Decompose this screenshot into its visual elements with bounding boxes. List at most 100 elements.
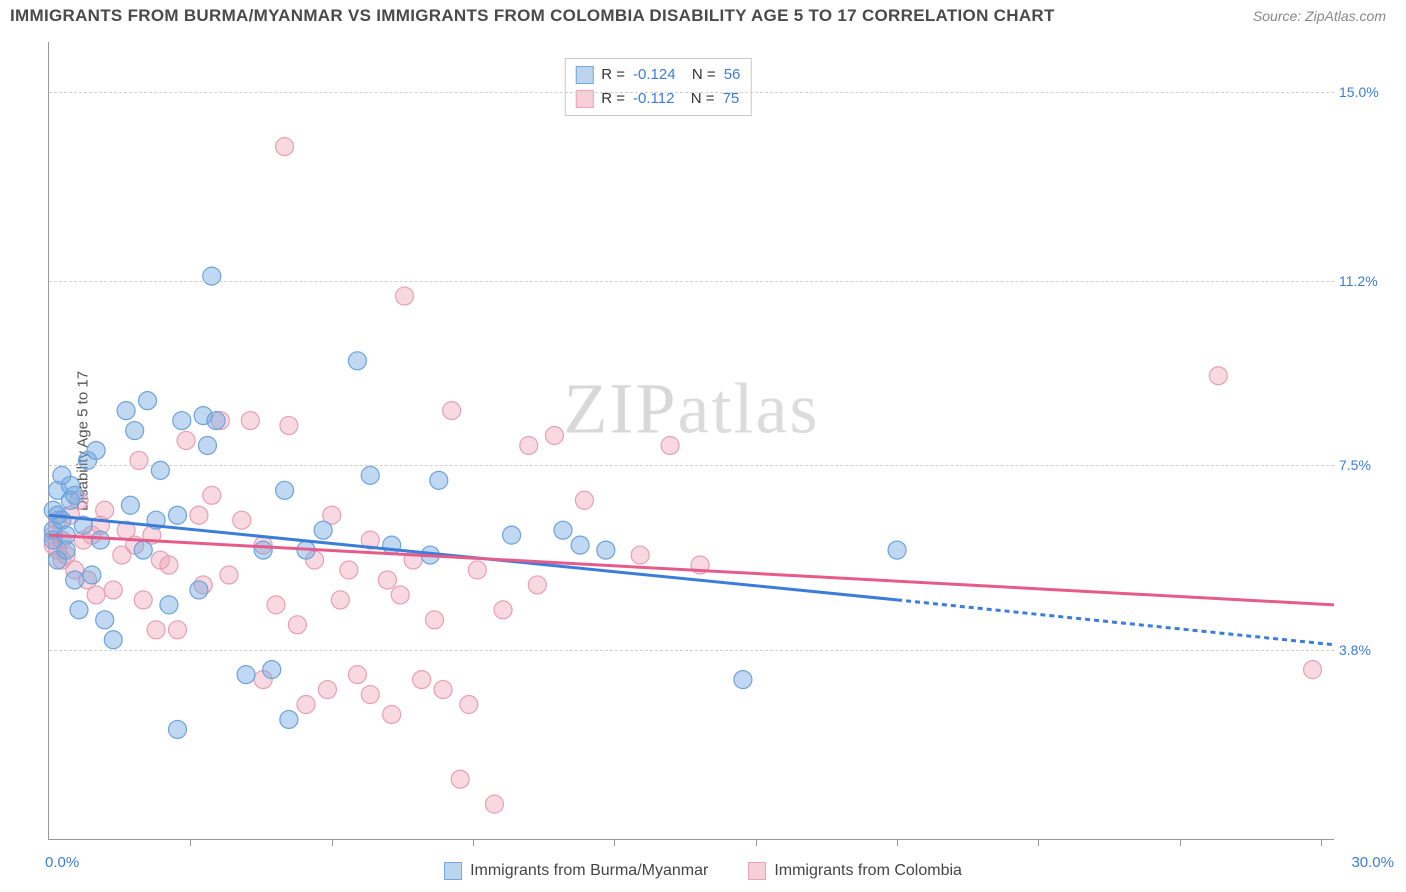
data-point xyxy=(151,461,169,479)
data-point xyxy=(468,561,486,579)
legend-label-pink: Immigrants from Colombia xyxy=(774,862,962,880)
y-tick-label: 15.0% xyxy=(1339,84,1394,100)
data-point xyxy=(597,541,615,559)
data-point xyxy=(104,581,122,599)
data-point xyxy=(391,586,409,604)
x-tick xyxy=(614,839,615,846)
data-point xyxy=(57,541,75,559)
data-point xyxy=(1304,661,1322,679)
data-point xyxy=(554,521,572,539)
data-point xyxy=(160,556,178,574)
x-tick xyxy=(1321,839,1322,846)
data-point xyxy=(340,561,358,579)
chart-plot-area: ZIPatlas Disability Age 5 to 17 R = -0.1… xyxy=(48,42,1334,840)
data-point xyxy=(631,546,649,564)
data-point xyxy=(348,352,366,370)
x-tick xyxy=(897,839,898,846)
data-point xyxy=(134,591,152,609)
data-point xyxy=(147,621,165,639)
legend-row-pink: R = -0.112 N = 75 xyxy=(575,87,740,111)
data-point xyxy=(443,402,461,420)
data-point xyxy=(207,412,225,430)
data-point xyxy=(575,491,593,509)
data-point xyxy=(276,481,294,499)
data-point xyxy=(396,287,414,305)
data-point xyxy=(378,571,396,589)
swatch-blue xyxy=(575,66,593,84)
data-point xyxy=(276,138,294,156)
scatter-svg xyxy=(49,42,1334,839)
x-tick xyxy=(1038,839,1039,846)
data-point xyxy=(451,770,469,788)
gridline xyxy=(49,281,1334,282)
data-point xyxy=(318,681,336,699)
data-point xyxy=(139,392,157,410)
data-point xyxy=(254,541,272,559)
data-point xyxy=(203,486,221,504)
data-point xyxy=(460,696,478,714)
series-legend: Immigrants from Burma/Myanmar Immigrants… xyxy=(0,862,1406,880)
data-point xyxy=(280,710,298,728)
data-point xyxy=(734,671,752,689)
data-point xyxy=(571,536,589,554)
n-value-pink: 75 xyxy=(723,87,740,111)
data-point xyxy=(494,601,512,619)
data-point xyxy=(1209,367,1227,385)
data-point xyxy=(70,601,88,619)
source-attribution: Source: ZipAtlas.com xyxy=(1253,8,1386,24)
legend-item-pink: Immigrants from Colombia xyxy=(748,862,962,880)
data-point xyxy=(267,596,285,614)
x-tick xyxy=(332,839,333,846)
data-point xyxy=(314,521,332,539)
data-point xyxy=(96,501,114,519)
data-point xyxy=(263,661,281,679)
data-point xyxy=(169,720,187,738)
data-point xyxy=(331,591,349,609)
data-point xyxy=(83,566,101,584)
gridline xyxy=(49,92,1334,93)
data-point xyxy=(190,506,208,524)
gridline xyxy=(49,465,1334,466)
data-point xyxy=(87,586,105,604)
y-tick-label: 3.8% xyxy=(1339,642,1394,658)
data-point xyxy=(134,541,152,559)
swatch-blue-bottom xyxy=(444,862,462,880)
data-point xyxy=(545,427,563,445)
data-point xyxy=(91,531,109,549)
data-point xyxy=(280,417,298,435)
data-point xyxy=(96,611,114,629)
data-point xyxy=(430,471,448,489)
y-tick-label: 11.2% xyxy=(1339,273,1394,289)
data-point xyxy=(383,705,401,723)
data-point xyxy=(288,616,306,634)
correlation-legend: R = -0.124 N = 56 R = -0.112 N = 75 xyxy=(564,58,751,116)
data-point xyxy=(198,436,216,454)
data-point xyxy=(503,526,521,544)
swatch-pink-bottom xyxy=(748,862,766,880)
data-point xyxy=(528,576,546,594)
data-point xyxy=(126,422,144,440)
data-point xyxy=(121,496,139,514)
data-point xyxy=(413,671,431,689)
trend-line xyxy=(897,600,1334,645)
data-point xyxy=(220,566,238,584)
data-point xyxy=(237,666,255,684)
data-point xyxy=(177,432,195,450)
data-point xyxy=(233,511,251,529)
data-point xyxy=(169,506,187,524)
legend-item-blue: Immigrants from Burma/Myanmar xyxy=(444,862,708,880)
legend-row-blue: R = -0.124 N = 56 xyxy=(575,63,740,87)
data-point xyxy=(130,451,148,469)
data-point xyxy=(160,596,178,614)
data-point xyxy=(297,696,315,714)
data-point xyxy=(104,631,122,649)
legend-label-blue: Immigrants from Burma/Myanmar xyxy=(470,862,708,880)
data-point xyxy=(173,412,191,430)
data-point xyxy=(87,441,105,459)
chart-title: IMMIGRANTS FROM BURMA/MYANMAR VS IMMIGRA… xyxy=(10,6,1055,26)
x-tick xyxy=(756,839,757,846)
data-point xyxy=(190,581,208,599)
data-point xyxy=(434,681,452,699)
data-point xyxy=(66,571,84,589)
data-point xyxy=(361,466,379,484)
